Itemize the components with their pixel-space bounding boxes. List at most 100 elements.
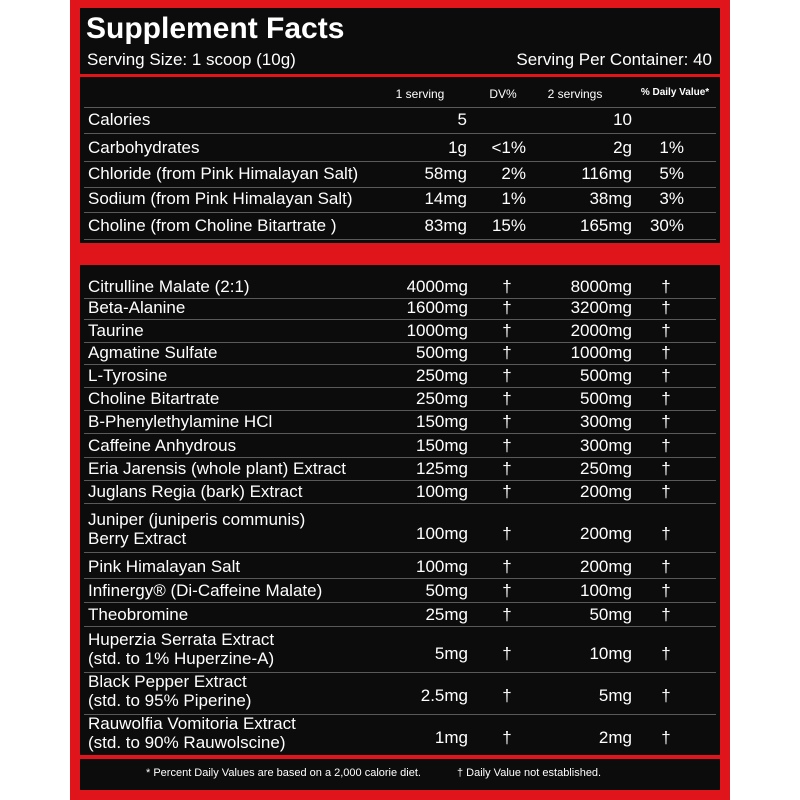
- ingredient-amount: 5mg: [434, 644, 468, 663]
- row-rule: [84, 319, 716, 320]
- row-rule: [84, 161, 716, 162]
- ingredient-name: Berry Extract: [88, 529, 187, 548]
- footnote-panel: [80, 759, 720, 790]
- row-rule: [84, 552, 716, 553]
- ingredient-amount: 250mg: [580, 459, 632, 478]
- row-rule: [84, 457, 716, 458]
- ingredient-amount: 50mg: [425, 581, 468, 600]
- dv-mark: †: [502, 389, 512, 408]
- ingredient-name: Huperzia Serrata Extract: [88, 630, 275, 649]
- dv-mark: †: [502, 321, 512, 340]
- nutrient-value: 116mg: [581, 164, 632, 183]
- ingredient-amount: 150mg: [416, 412, 468, 431]
- row-rule: [84, 107, 716, 108]
- ingredient-amount: 4000mg: [406, 277, 468, 296]
- column-header: 1 serving: [395, 87, 445, 101]
- column-header: % Daily Value*: [640, 87, 710, 98]
- dv-mark: †: [502, 412, 512, 431]
- dv-mark: †: [502, 343, 512, 362]
- ingredient-name: Agmatine Sulfate: [88, 343, 218, 362]
- dv-mark: †: [502, 728, 512, 747]
- ingredient-amount: 2000mg: [570, 321, 632, 340]
- row-rule: [84, 480, 716, 481]
- dv-mark: †: [661, 581, 671, 600]
- nutrient-value: 165mg: [580, 216, 632, 235]
- dv-mark: †: [661, 605, 671, 624]
- dv-mark: †: [661, 482, 671, 501]
- dv-mark: †: [661, 343, 671, 362]
- row-rule: [84, 714, 716, 715]
- ingredient-amount: 500mg: [580, 366, 632, 385]
- ingredient-amount: 300mg: [580, 412, 632, 431]
- nutrient-value: 83mg: [424, 216, 467, 235]
- row-rule: [84, 364, 716, 365]
- ingredient-name: (std. to 95% Piperine): [88, 691, 252, 710]
- footnote: * Percent Daily Values are based on a 2,…: [146, 767, 421, 779]
- nutrient-value: 15%: [491, 216, 526, 235]
- row-rule: [84, 133, 716, 134]
- ingredient-name: Beta-Alanine: [88, 298, 186, 317]
- nutrient-value: 38mg: [589, 189, 632, 208]
- dv-mark: †: [661, 557, 671, 576]
- footnote: † Daily Value not established.: [457, 767, 602, 779]
- ingredient-amount: 50mg: [589, 605, 632, 624]
- ingredient-amount: 1000mg: [570, 343, 632, 362]
- row-rule: [84, 626, 716, 627]
- ingredient-amount: 3200mg: [570, 298, 632, 317]
- ingredient-amount: 200mg: [580, 557, 632, 576]
- title: Supplement Facts: [86, 12, 345, 45]
- row-rule: [84, 410, 716, 411]
- row-rule: [84, 672, 716, 673]
- dv-mark: †: [661, 298, 671, 317]
- dv-mark: †: [502, 277, 512, 296]
- dv-mark: †: [661, 389, 671, 408]
- dv-mark: †: [502, 482, 512, 501]
- nutrient-value: 1g: [448, 138, 467, 157]
- ingredient-amount: 125mg: [416, 459, 468, 478]
- nutrient-value: 5: [457, 110, 467, 129]
- ingredient-name: Juglans Regia (bark) Extract: [88, 482, 303, 501]
- ingredient-amount: 5mg: [598, 686, 632, 705]
- ingredient-name: (std. to 90% Rauwolscine): [88, 733, 286, 752]
- dv-mark: †: [502, 686, 512, 705]
- row-rule: [84, 298, 716, 299]
- ingredient-amount: 1mg: [434, 728, 468, 747]
- dv-mark: †: [661, 524, 671, 543]
- top-panel: [80, 8, 720, 243]
- dv-mark: †: [502, 581, 512, 600]
- ingredient-amount: 500mg: [416, 343, 468, 362]
- ingredient-name: Citrulline Malate (2:1): [88, 277, 250, 296]
- ingredient-amount: 500mg: [580, 389, 632, 408]
- dv-mark: †: [661, 644, 671, 663]
- row-rule: [84, 578, 716, 579]
- nutrient-value: 14mg: [424, 189, 467, 208]
- dv-mark: †: [661, 436, 671, 455]
- ingredient-name: Eria Jarensis (whole plant) Extract: [88, 459, 346, 478]
- title-rule: [80, 74, 720, 77]
- ingredient-name: L-Tyrosine: [88, 366, 168, 385]
- ingredient-name: Juniper (juniperis communis): [88, 510, 306, 529]
- nutrient-value: 2%: [501, 164, 526, 183]
- row-rule: [84, 239, 716, 240]
- dv-mark: †: [661, 366, 671, 385]
- ingredient-amount: 150mg: [416, 436, 468, 455]
- dv-mark: †: [661, 728, 671, 747]
- row-rule: [84, 433, 716, 434]
- ingredient-name: Black Pepper Extract: [88, 672, 247, 691]
- ingredient-amount: 1600mg: [406, 298, 468, 317]
- nutrient-value: 10: [613, 110, 632, 129]
- dv-mark: †: [661, 459, 671, 478]
- nutrient-value: 30%: [649, 216, 684, 235]
- nutrient-name: Chloride (from Pink Himalayan Salt): [88, 164, 359, 183]
- ingredient-amount: 2.5mg: [420, 686, 468, 705]
- dv-mark: †: [502, 459, 512, 478]
- nutrient-value: 3%: [659, 189, 684, 208]
- ingredient-name: Choline Bitartrate: [88, 389, 220, 408]
- ingredient-name: Taurine: [88, 321, 144, 340]
- row-rule: [84, 602, 716, 603]
- row-rule: [84, 212, 716, 213]
- ingredient-name: Theobromine: [88, 605, 189, 624]
- dv-mark: †: [502, 557, 512, 576]
- column-header: 2 servings: [547, 87, 603, 101]
